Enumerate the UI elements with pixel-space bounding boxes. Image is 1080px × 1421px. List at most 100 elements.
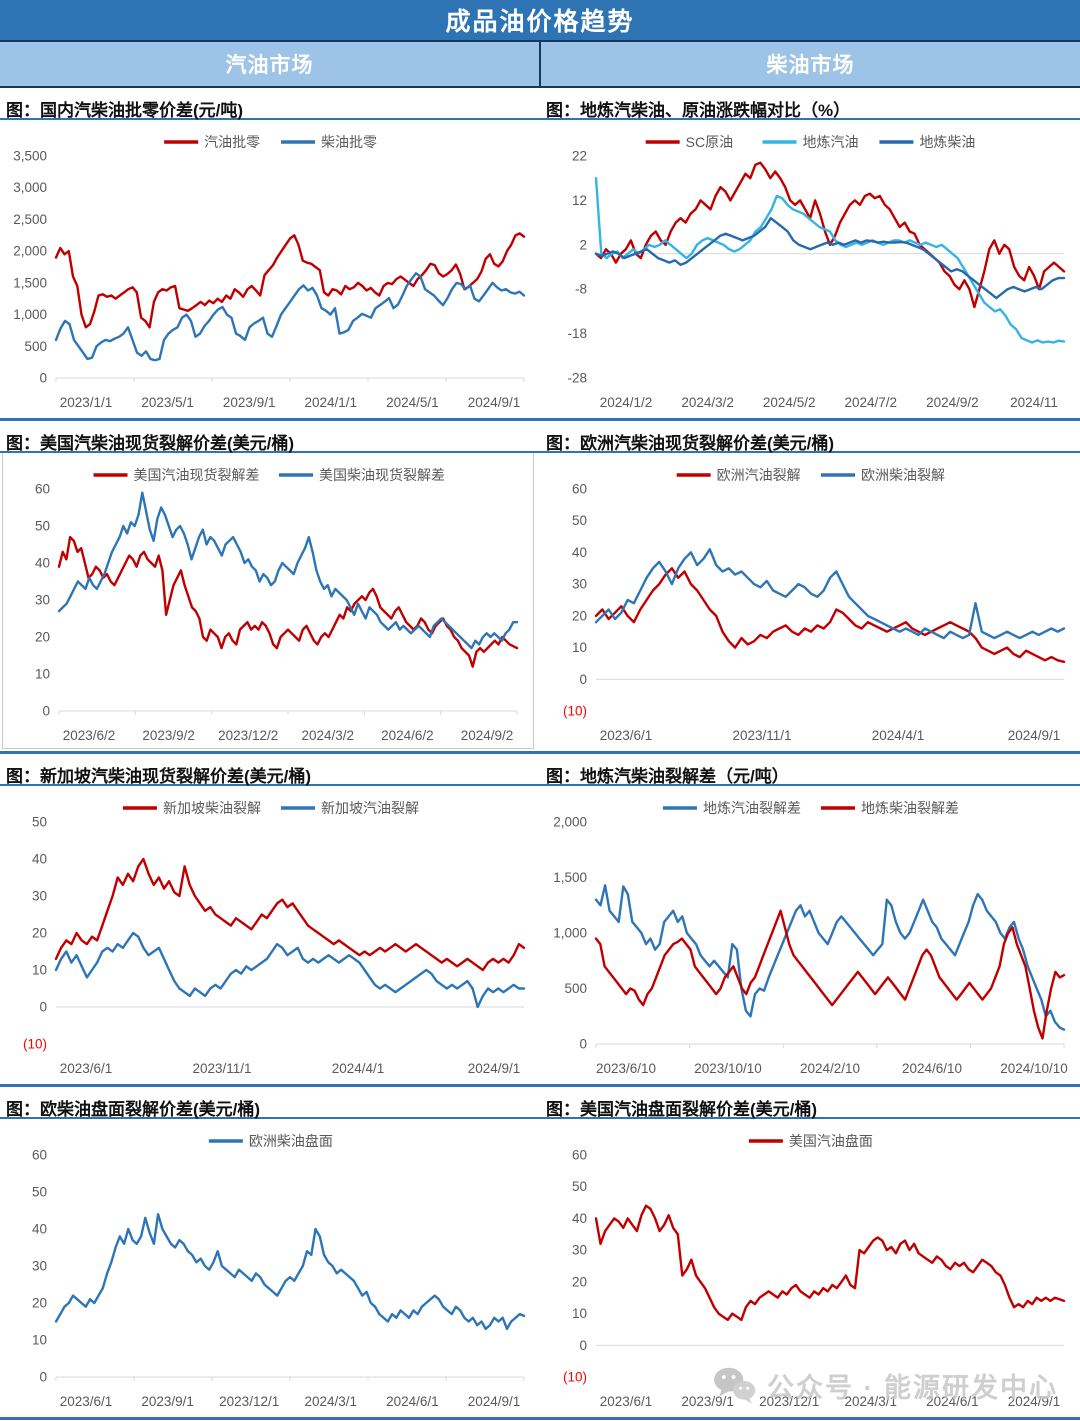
- svg-text:30: 30: [35, 593, 50, 608]
- svg-text:-28: -28: [567, 371, 587, 386]
- svg-text:(10): (10): [23, 1037, 47, 1052]
- chart-canvas-us-spot-crack: 2023/6/2 2023/9/2 2023/12/2 2024/3/2 2024/6/…: [2, 453, 534, 749]
- chart-title: 图：新加坡汽柴油现货裂解价差(美元/桶): [0, 754, 540, 786]
- svg-text:10: 10: [32, 1333, 47, 1348]
- svg-text:20: 20: [32, 1296, 47, 1311]
- svg-text:2024/9/1: 2024/9/1: [468, 1061, 521, 1076]
- svg-text:0: 0: [579, 672, 587, 687]
- tab-diesel-market: 柴油市场: [541, 42, 1080, 86]
- svg-text:2024/3/1: 2024/3/1: [305, 1394, 358, 1409]
- svg-text:2024/7/2: 2024/7/2: [845, 395, 898, 410]
- tab-diesel-label: 柴油市场: [766, 54, 855, 77]
- svg-text:50: 50: [572, 513, 587, 528]
- svg-text:2023/6/1: 2023/6/1: [600, 1394, 653, 1409]
- svg-text:2024/9/1: 2024/9/1: [1008, 1394, 1061, 1409]
- svg-text:3,500: 3,500: [13, 149, 47, 164]
- svg-text:2024/2/10: 2024/2/10: [800, 1061, 860, 1076]
- svg-text:美国柴油现货裂解差: 美国柴油现货裂解差: [319, 467, 445, 483]
- svg-text:12: 12: [572, 193, 587, 208]
- svg-text:50: 50: [32, 1185, 47, 1200]
- svg-text:2023/12/1: 2023/12/1: [759, 1394, 819, 1409]
- svg-text:40: 40: [572, 545, 587, 560]
- chart-title: 图：欧洲汽柴油现货裂解价差(美元/桶): [540, 421, 1080, 453]
- svg-text:10: 10: [572, 1306, 587, 1321]
- chart-canvas-singapore-spot-crack: 2023/6/1 2023/11/1 2024/4/1 2024/9/1 50 40 30 2…: [0, 786, 540, 1082]
- svg-text:50: 50: [32, 815, 47, 830]
- report-title-bar: 成品油价格趋势: [0, 0, 1080, 42]
- svg-text:2024/4/1: 2024/4/1: [872, 728, 925, 743]
- svg-text:40: 40: [32, 852, 47, 867]
- svg-text:30: 30: [32, 1259, 47, 1274]
- chart-panel-us-spot-crack: 图：美国汽柴油现货裂解价差(美元/桶) 2023/6/2 2023/9/2 2023…: [0, 421, 540, 754]
- svg-text:60: 60: [32, 1148, 47, 1163]
- svg-text:0: 0: [579, 1338, 587, 1353]
- chart-canvas-refinery-crude-change: 2024/1/2 2024/3/2 2024/5/2 2024/7/2 2024/9/2…: [540, 120, 1080, 416]
- svg-text:新加坡柴油裂解: 新加坡柴油裂解: [163, 800, 261, 816]
- svg-text:2024/3/2: 2024/3/2: [302, 728, 355, 743]
- svg-text:50: 50: [35, 519, 50, 534]
- svg-text:22: 22: [572, 149, 587, 164]
- svg-text:2024/3/1: 2024/3/1: [845, 1394, 898, 1409]
- svg-text:10: 10: [35, 667, 50, 682]
- svg-text:2024/10/10: 2024/10/10: [1000, 1061, 1068, 1076]
- svg-text:2023/9/1: 2023/9/1: [223, 395, 276, 410]
- svg-text:20: 20: [32, 926, 47, 941]
- svg-text:1,000: 1,000: [553, 926, 587, 941]
- chart-canvas-europe-spot-crack: 2023/6/1 2023/11/1 2024/4/1 2024/9/1 60 50 40 3…: [540, 453, 1080, 749]
- chart-title: 图：地炼汽柴油、原油涨跌幅对比（%）: [540, 88, 1080, 120]
- svg-text:2023/12/1: 2023/12/1: [219, 1394, 279, 1409]
- svg-text:2023/9/1: 2023/9/1: [141, 1394, 194, 1409]
- svg-text:20: 20: [572, 608, 587, 623]
- chart-panel-refinery-crude-change: 图：地炼汽柴油、原油涨跌幅对比（%） 2024/1/2 2024/3/2 2024/…: [540, 88, 1080, 421]
- chart-canvas-europe-futures-crack: 2023/6/1 2023/9/1 2023/12/1 2024/3/1 2024/6/…: [0, 1119, 540, 1415]
- svg-text:1,500: 1,500: [553, 870, 587, 885]
- charts-grid: 图：国内汽柴油批零价差(元/吨) 2023/1/1 2023/5/1 2023/9/…: [0, 88, 1080, 1420]
- svg-text:0: 0: [39, 1000, 47, 1015]
- svg-text:10: 10: [572, 640, 587, 655]
- svg-text:2024/5/2: 2024/5/2: [763, 395, 816, 410]
- svg-text:2024/11: 2024/11: [1010, 395, 1058, 410]
- svg-text:2023/6/2: 2023/6/2: [63, 728, 116, 743]
- page-title: 成品油价格趋势: [445, 8, 635, 36]
- svg-text:2023/10/10: 2023/10/10: [694, 1061, 762, 1076]
- svg-text:2024/3/2: 2024/3/2: [681, 395, 734, 410]
- market-section-header: 汽油市场 柴油市场: [0, 42, 1080, 88]
- svg-text:美国汽油现货裂解差: 美国汽油现货裂解差: [134, 467, 260, 483]
- svg-text:30: 30: [572, 1243, 587, 1258]
- chart-panel-singapore-spot-crack: 图：新加坡汽柴油现货裂解价差(美元/桶) 2023/6/1 2023/11/1 20…: [0, 754, 540, 1087]
- svg-text:-18: -18: [567, 326, 587, 341]
- chart-panel-us-futures-crack: 图：美国汽油盘面裂解价差(美元/桶) 2023/6/1 2023/9/1 2023/…: [540, 1087, 1080, 1420]
- svg-text:2024/9/1: 2024/9/1: [468, 1394, 521, 1409]
- svg-text:2023/6/1: 2023/6/1: [60, 1061, 113, 1076]
- svg-text:2024/6/1: 2024/6/1: [386, 1394, 439, 1409]
- svg-text:2,500: 2,500: [13, 212, 47, 227]
- svg-text:40: 40: [572, 1211, 587, 1226]
- svg-text:柴油批零: 柴油批零: [321, 134, 377, 150]
- chart-title: 图：美国汽油盘面裂解价差(美元/桶): [540, 1087, 1080, 1119]
- svg-text:0: 0: [579, 1037, 587, 1052]
- svg-text:2: 2: [579, 237, 587, 252]
- svg-text:2023/6/1: 2023/6/1: [600, 728, 653, 743]
- svg-text:2024/6/1: 2024/6/1: [926, 1394, 979, 1409]
- svg-text:-8: -8: [575, 282, 587, 297]
- svg-text:2024/1/2: 2024/1/2: [600, 395, 653, 410]
- svg-text:地炼柴油裂解差: 地炼柴油裂解差: [861, 800, 959, 816]
- chart-title: 图：美国汽柴油现货裂解价差(美元/桶): [0, 421, 540, 453]
- svg-text:地炼汽油裂解差: 地炼汽油裂解差: [703, 800, 801, 816]
- svg-text:2023/9/1: 2023/9/1: [681, 1394, 734, 1409]
- svg-text:3,000: 3,000: [13, 180, 47, 195]
- svg-text:1,500: 1,500: [13, 275, 47, 290]
- svg-text:新加坡汽油裂解: 新加坡汽油裂解: [321, 800, 419, 816]
- tab-gasoline-market: 汽油市场: [0, 42, 541, 86]
- svg-text:500: 500: [24, 339, 47, 354]
- svg-text:(10): (10): [563, 704, 587, 719]
- svg-text:0: 0: [39, 371, 47, 386]
- svg-text:20: 20: [572, 1274, 587, 1289]
- svg-text:2024/1/1: 2024/1/1: [305, 395, 358, 410]
- svg-text:2,000: 2,000: [13, 244, 47, 259]
- svg-text:2024/6/10: 2024/6/10: [902, 1061, 962, 1076]
- svg-text:2024/4/1: 2024/4/1: [332, 1061, 385, 1076]
- svg-text:60: 60: [572, 1148, 587, 1163]
- svg-text:2023/1/1: 2023/1/1: [60, 395, 113, 410]
- svg-text:(10): (10): [563, 1370, 587, 1385]
